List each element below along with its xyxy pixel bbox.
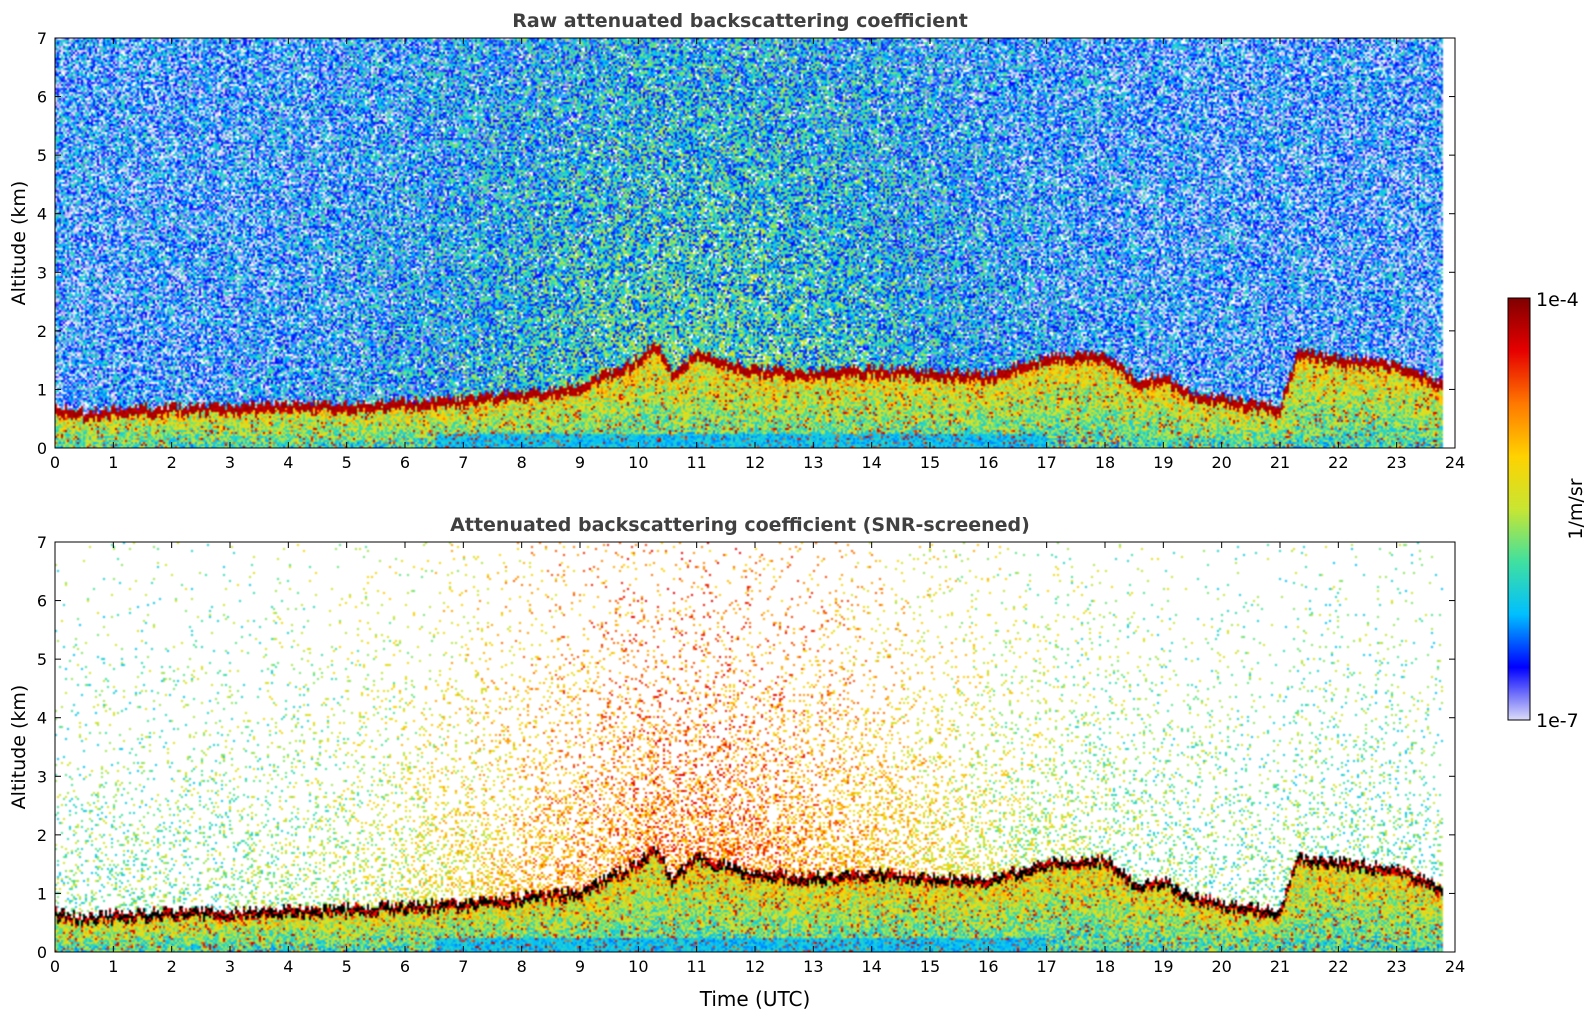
x-tick-label: 20 xyxy=(1211,453,1231,472)
x-tick-label: 15 xyxy=(920,957,940,976)
y-tick-label: 3 xyxy=(37,263,47,282)
x-tick-label: 16 xyxy=(978,453,998,472)
colorbar-max-label: 1e-4 xyxy=(1536,289,1579,311)
x-tick-label: 1 xyxy=(108,453,118,472)
x-tick-label: 3 xyxy=(225,957,235,976)
x-tick-label: 24 xyxy=(1445,453,1465,472)
panel-screened-title: Attenuated backscattering coefficient (S… xyxy=(450,514,1030,536)
y-tick-label: 7 xyxy=(37,29,47,48)
x-tick-label: 8 xyxy=(517,453,527,472)
x-tick-label: 10 xyxy=(628,957,648,976)
panel-screened-y-axis: 0 1 2 3 4 5 6 7 xyxy=(37,533,1455,962)
x-tick-label: 14 xyxy=(861,453,881,472)
x-tick-label: 4 xyxy=(283,453,293,472)
y-tick-label: 2 xyxy=(37,826,47,845)
x-tick-label: 0 xyxy=(50,453,60,472)
panel-screened-y-label: Altitude (km) xyxy=(8,685,30,810)
x-tick-label: 21 xyxy=(1270,453,1290,472)
y-tick-label: 5 xyxy=(37,650,47,669)
x-tick-label: 19 xyxy=(1153,957,1173,976)
x-tick-label: 23 xyxy=(1386,453,1406,472)
x-tick-label: 20 xyxy=(1211,957,1231,976)
x-tick-label: 1 xyxy=(108,957,118,976)
x-tick-label: 24 xyxy=(1445,957,1465,976)
x-tick-label: 12 xyxy=(745,453,765,472)
x-tick-label: 11 xyxy=(686,453,706,472)
x-tick-label: 2 xyxy=(167,453,177,472)
x-tick-label: 6 xyxy=(400,957,410,976)
y-tick-label: 4 xyxy=(37,709,47,728)
panel-screened-x-axis: 0 1 2 3 4 5 6 7 8 9 10 11 12 13 14 15 16 17 18 19 20 21 22 23 24 xyxy=(50,542,1465,976)
x-tick-label: 14 xyxy=(861,957,881,976)
y-tick-label: 5 xyxy=(37,146,47,165)
x-tick-label: 22 xyxy=(1328,957,1348,976)
y-tick-label: 2 xyxy=(37,322,47,341)
x-axis-label: Time (UTC) xyxy=(699,987,811,1011)
heatmap-image xyxy=(55,38,1455,448)
x-tick-label: 13 xyxy=(803,957,823,976)
y-tick-label: 7 xyxy=(37,533,47,552)
x-tick-label: 8 xyxy=(517,957,527,976)
panel-raw-heatmap xyxy=(55,38,1455,448)
x-tick-label: 22 xyxy=(1328,453,1348,472)
x-tick-label: 7 xyxy=(458,957,468,976)
colorbar-min-label: 1e-7 xyxy=(1536,710,1579,732)
panel-raw-y-label: Altitude (km) xyxy=(8,181,30,306)
y-tick-label: 6 xyxy=(37,88,47,107)
x-tick-label: 15 xyxy=(920,453,940,472)
x-tick-label: 10 xyxy=(628,453,648,472)
x-tick-label: 6 xyxy=(400,453,410,472)
heatmap-image xyxy=(55,542,1455,952)
y-tick-label: 1 xyxy=(37,884,47,903)
x-tick-label: 5 xyxy=(342,453,352,472)
x-tick-label: 23 xyxy=(1386,957,1406,976)
panel-raw-y-axis: 0 1 2 3 4 5 6 7 xyxy=(37,29,1455,458)
x-tick-label: 19 xyxy=(1153,453,1173,472)
x-tick-label: 9 xyxy=(575,957,585,976)
x-tick-label: 17 xyxy=(1036,957,1056,976)
x-tick-label: 18 xyxy=(1095,957,1115,976)
x-tick-label: 18 xyxy=(1095,453,1115,472)
panel-raw: Raw attenuated backscattering coefficien… xyxy=(8,10,1465,472)
x-tick-label: 11 xyxy=(686,957,706,976)
y-tick-label: 4 xyxy=(37,205,47,224)
x-tick-label: 9 xyxy=(575,453,585,472)
y-tick-label: 0 xyxy=(37,943,47,962)
x-tick-label: 2 xyxy=(167,957,177,976)
x-tick-label: 17 xyxy=(1036,453,1056,472)
x-tick-label: 3 xyxy=(225,453,235,472)
y-tick-label: 1 xyxy=(37,380,47,399)
x-tick-label: 16 xyxy=(978,957,998,976)
colorbar-unit-label: 1/m/sr xyxy=(1565,478,1587,539)
panel-screened: Attenuated backscattering coefficient (S… xyxy=(8,514,1465,1011)
y-tick-label: 0 xyxy=(37,439,47,458)
x-tick-label: 0 xyxy=(50,957,60,976)
x-tick-label: 21 xyxy=(1270,957,1290,976)
panel-screened-heatmap xyxy=(55,542,1455,952)
x-tick-label: 7 xyxy=(458,453,468,472)
panel-raw-title: Raw attenuated backscattering coefficien… xyxy=(512,10,968,32)
colorbar-gradient xyxy=(1507,297,1531,721)
x-tick-label: 4 xyxy=(283,957,293,976)
colorbar: 1e-4 1e-7 1/m/sr xyxy=(1507,289,1587,732)
x-tick-label: 13 xyxy=(803,453,823,472)
x-tick-label: 12 xyxy=(745,957,765,976)
y-tick-label: 3 xyxy=(37,767,47,786)
y-tick-label: 6 xyxy=(37,592,47,611)
x-tick-label: 5 xyxy=(342,957,352,976)
panel-raw-x-axis: 0 1 2 3 4 5 6 7 8 9 10 11 12 13 14 15 16 17 18 19 20 21 22 23 24 xyxy=(50,38,1465,472)
